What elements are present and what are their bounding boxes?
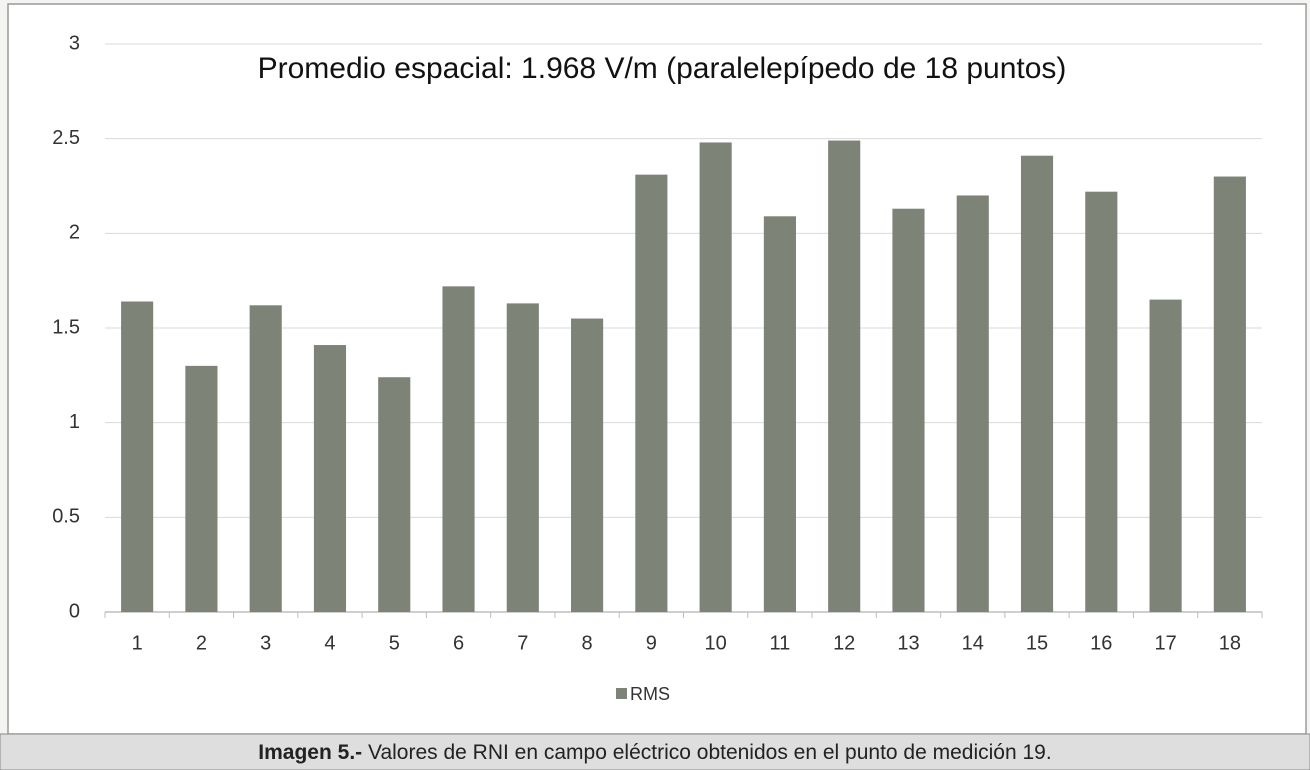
bar (828, 140, 861, 612)
x-tick-label: 8 (582, 632, 593, 654)
bar (1085, 191, 1118, 612)
bar (571, 318, 604, 612)
x-tick-label: 11 (770, 632, 791, 654)
bar (121, 301, 154, 612)
bar (442, 286, 475, 612)
bar (506, 303, 539, 612)
bar (378, 377, 411, 612)
bar (635, 174, 668, 612)
legend-swatch (616, 688, 627, 699)
x-tick-label: 12 (833, 632, 855, 654)
y-tick-label: 0.5 (52, 506, 80, 528)
x-tick-label: 17 (1154, 632, 1176, 654)
y-tick-label: 0 (69, 600, 80, 622)
y-tick-label: 1.5 (52, 316, 80, 338)
x-tick-label: 16 (1090, 632, 1112, 654)
y-tick-label: 3 (69, 32, 80, 54)
x-tick-label: 9 (646, 632, 657, 654)
x-tick-label: 6 (453, 632, 464, 654)
bar (185, 365, 218, 612)
caption: Imagen 5.- Valores de RNI en campo eléct… (258, 741, 1051, 764)
x-tick-label: 5 (389, 632, 400, 654)
bar (892, 208, 925, 612)
caption-text: Valores de RNI en campo eléctrico obteni… (368, 741, 1052, 764)
bar (956, 195, 989, 612)
bar (1020, 155, 1054, 612)
x-tick-label: 18 (1219, 632, 1241, 654)
bar (249, 305, 282, 612)
bar (1149, 299, 1182, 612)
x-tick-label: 1 (132, 632, 143, 654)
legend-label: RMS (630, 684, 670, 704)
y-tick-label: 2.5 (52, 127, 80, 149)
x-tick-label: 10 (705, 632, 727, 654)
x-tick-label: 7 (517, 632, 528, 654)
chart-title: Promedio espacial: 1.968 V/m (paralelepí… (258, 52, 1067, 85)
x-tick-label: 14 (962, 632, 984, 654)
y-tick-label: 1 (69, 411, 80, 433)
y-tick-label: 2 (69, 222, 80, 244)
x-tick-label: 13 (897, 632, 919, 654)
bar (699, 142, 732, 612)
x-tick-label: 4 (324, 632, 335, 654)
x-tick-label: 2 (196, 632, 207, 654)
bar (1213, 176, 1246, 613)
bar (763, 216, 796, 612)
caption-label: Imagen 5.- (258, 741, 362, 764)
x-tick-label: 3 (260, 632, 271, 654)
bar (313, 345, 347, 612)
caption-band (0, 733, 1310, 770)
x-tick-label: 15 (1026, 632, 1048, 654)
